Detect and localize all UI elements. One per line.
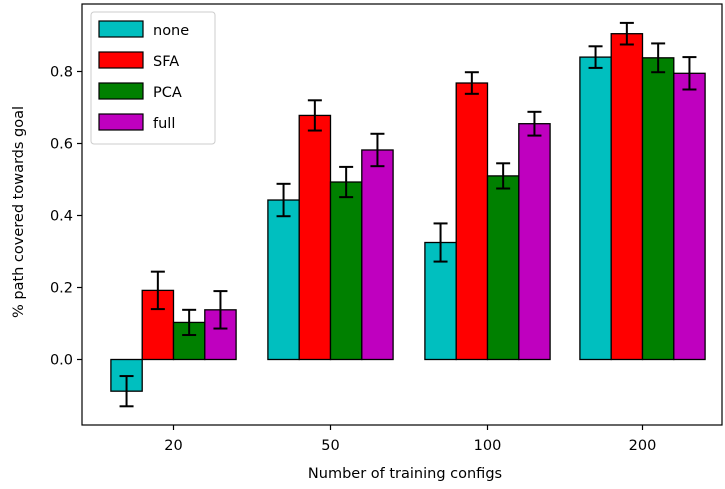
bar-full-200 (673, 72, 706, 361)
bar-full-100 (518, 123, 551, 361)
bars-layer (110, 33, 706, 392)
axes-frame (81, 3, 723, 426)
legend-swatch-pca (98, 82, 144, 100)
y-tick-label: 0.2 (50, 281, 73, 297)
y-tick-label: 0.6 (50, 137, 73, 153)
x-axis-label: Number of training configs (308, 466, 502, 482)
axes-layer: 0.0 0.2 0.4 0.6 0.8 20 50 100 200 (50, 3, 723, 454)
legend-swatch-sfa (98, 51, 144, 69)
bar-sfa-100 (455, 82, 489, 361)
bar-sfa-50 (298, 114, 332, 361)
error-bars-layer (119, 21, 697, 408)
x-tick-label: 50 (321, 438, 339, 454)
legend-label-sfa: SFA (153, 54, 179, 70)
x-tick-label: 200 (629, 438, 657, 454)
x-tick-label: 20 (164, 438, 182, 454)
y-tick-label: 0.8 (50, 65, 73, 81)
bar-none-200 (579, 56, 612, 361)
legend-label-none: none (153, 23, 189, 39)
y-axis-label: % path covered towards goal (11, 106, 27, 318)
bar-pca-100 (486, 175, 520, 361)
legend-label-full: full (153, 116, 175, 132)
bar-sfa-200 (610, 33, 644, 361)
legend-box (90, 11, 216, 145)
legend-swatch-none (98, 20, 144, 38)
y-tick-label: 0.0 (50, 353, 73, 369)
y-tick-label: 0.4 (50, 209, 73, 225)
bar-pca-200 (641, 57, 675, 361)
legend-swatch-full (98, 113, 144, 131)
bar-pca-50 (329, 181, 363, 361)
legend-label-pca: PCA (153, 85, 182, 101)
bar-full-50 (361, 149, 394, 361)
bar-none-50 (267, 199, 300, 361)
x-tick-label: 100 (474, 438, 502, 454)
legend: none SFA PCA full (90, 11, 216, 145)
